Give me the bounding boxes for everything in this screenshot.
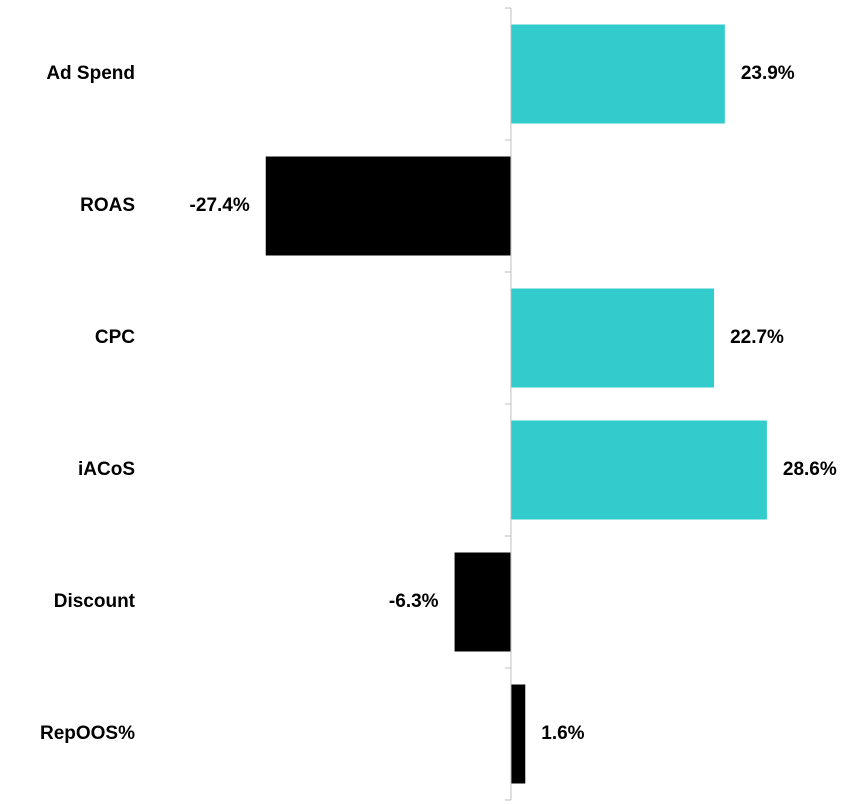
bar [265, 156, 511, 256]
bar [510, 288, 715, 388]
value-label: -6.3% [389, 591, 439, 612]
bar [510, 684, 526, 784]
bar [510, 24, 725, 124]
value-label: 22.7% [730, 327, 784, 348]
category-label: Ad Spend [46, 63, 135, 84]
value-label: 1.6% [541, 723, 584, 744]
category-label: CPC [95, 327, 135, 348]
category-label: RepOOS% [40, 723, 135, 744]
category-label: Discount [54, 591, 136, 612]
bar [510, 420, 767, 520]
category-label: ROAS [80, 195, 135, 216]
value-label: 28.6% [783, 459, 837, 480]
value-label: -27.4% [190, 195, 250, 216]
value-label: 23.9% [741, 63, 795, 84]
bar [454, 552, 511, 652]
category-label: iACoS [78, 459, 135, 480]
